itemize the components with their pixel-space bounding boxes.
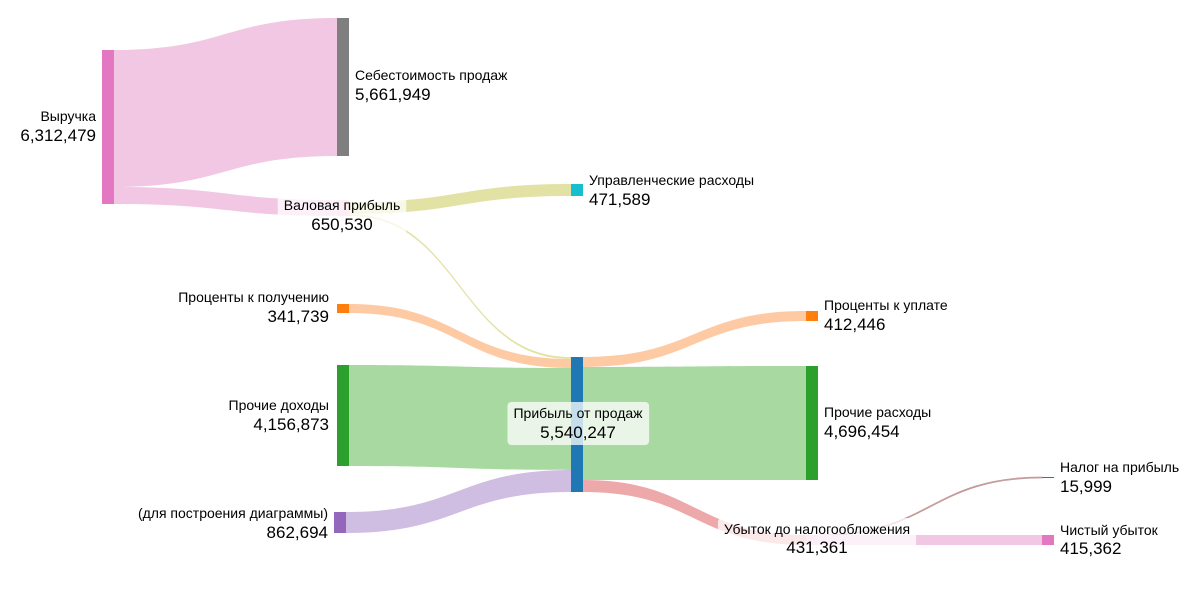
sankey-nodes xyxy=(102,18,1054,545)
sankey-link-op_profit-to-int_out xyxy=(583,311,806,367)
node-name-label: Чистый убыток xyxy=(1060,522,1159,538)
label-background xyxy=(507,402,650,445)
node-name-label: Управленческие расходы xyxy=(589,172,754,188)
node-name-label: (для построения диаграммы) xyxy=(138,505,328,521)
sankey-label-int_in: Проценты к получению 341,739 xyxy=(178,289,329,326)
sankey-node-plug xyxy=(334,512,346,533)
node-value-label: 4,696,454 xyxy=(824,422,900,441)
node-value-label: 5,540,247 xyxy=(540,423,616,442)
node-name-label: Выручка xyxy=(40,108,96,124)
node-value-label: 862,694 xyxy=(267,523,328,542)
sankey-labels: Выручка 6,312,479 Себестоимость продаж 5,66… xyxy=(20,67,1179,560)
node-value-label: 5,661,949 xyxy=(355,85,431,104)
node-name-label: Прочие доходы xyxy=(229,397,329,413)
node-value-label: 431,361 xyxy=(786,538,847,557)
sankey-label-cogs: Себестоимость продаж 5,661,949 xyxy=(355,67,508,104)
sankey-link-op_profit-to-pretax_loss xyxy=(583,480,806,545)
sankey-node-other_out xyxy=(806,366,818,480)
sankey-label-admin: Управленческие расходы 471,589 xyxy=(589,172,754,209)
node-value-label: 6,312,479 xyxy=(20,126,96,145)
node-name-label: Прочие расходы xyxy=(824,404,931,420)
sankey-label-revenue: Выручка 6,312,479 xyxy=(20,108,96,145)
node-name-label: Себестоимость продаж xyxy=(355,67,508,83)
node-name-label: Проценты к получению xyxy=(178,289,329,305)
sankey-link-op_profit-to-other_out xyxy=(583,366,806,480)
sankey-node-cogs xyxy=(337,18,349,156)
node-value-label: 650,530 xyxy=(311,215,372,234)
sankey-node-int_in xyxy=(337,304,349,313)
sankey-node-tax xyxy=(1042,477,1054,478)
sankey-links xyxy=(114,18,1043,545)
sankey-node-net_loss xyxy=(1042,535,1054,545)
node-name-label: Прибыль от продаж xyxy=(513,405,643,421)
node-value-label: 341,739 xyxy=(268,307,329,326)
node-value-label: 412,446 xyxy=(824,315,885,334)
node-name-label: Валовая прибыль xyxy=(284,197,401,213)
sankey-label-other_in: Прочие доходы 4,156,873 xyxy=(229,397,329,434)
node-value-label: 15,999 xyxy=(1060,477,1112,496)
sankey-node-int_out xyxy=(806,311,818,321)
sankey-link-revenue-to-cogs xyxy=(114,18,337,187)
node-value-label: 4,156,873 xyxy=(253,415,329,434)
sankey-label-plug: (для построения диаграммы) 862,694 xyxy=(138,505,328,542)
sankey-label-tax: Налог на прибыль 15,999 xyxy=(1060,459,1179,496)
label-background xyxy=(717,518,917,560)
sankey-node-admin xyxy=(571,184,583,196)
node-name-label: Убыток до налогообложения xyxy=(724,521,910,537)
sankey-node-other_in xyxy=(337,365,349,466)
sankey-link-int_in-to-op_profit xyxy=(349,304,571,368)
node-value-label: 415,362 xyxy=(1060,539,1121,558)
label-background xyxy=(277,194,407,237)
sankey-label-gross: Валовая прибыль 650,530 xyxy=(277,194,407,237)
node-name-label: Налог на прибыль xyxy=(1060,459,1179,475)
sankey-node-revenue xyxy=(102,50,114,204)
sankey-label-int_out: Проценты к уплате 412,446 xyxy=(824,297,948,334)
sankey-label-other_out: Прочие расходы 4,696,454 xyxy=(824,404,931,441)
sankey-link-gross-to-op_profit xyxy=(349,214,571,359)
node-value-label: 471,589 xyxy=(589,190,650,209)
sankey-label-op_profit: Прибыль от продаж 5,540,247 xyxy=(507,402,650,445)
sankey-link-plug-to-op_profit xyxy=(346,470,571,533)
node-name-label: Проценты к уплате xyxy=(824,297,948,313)
